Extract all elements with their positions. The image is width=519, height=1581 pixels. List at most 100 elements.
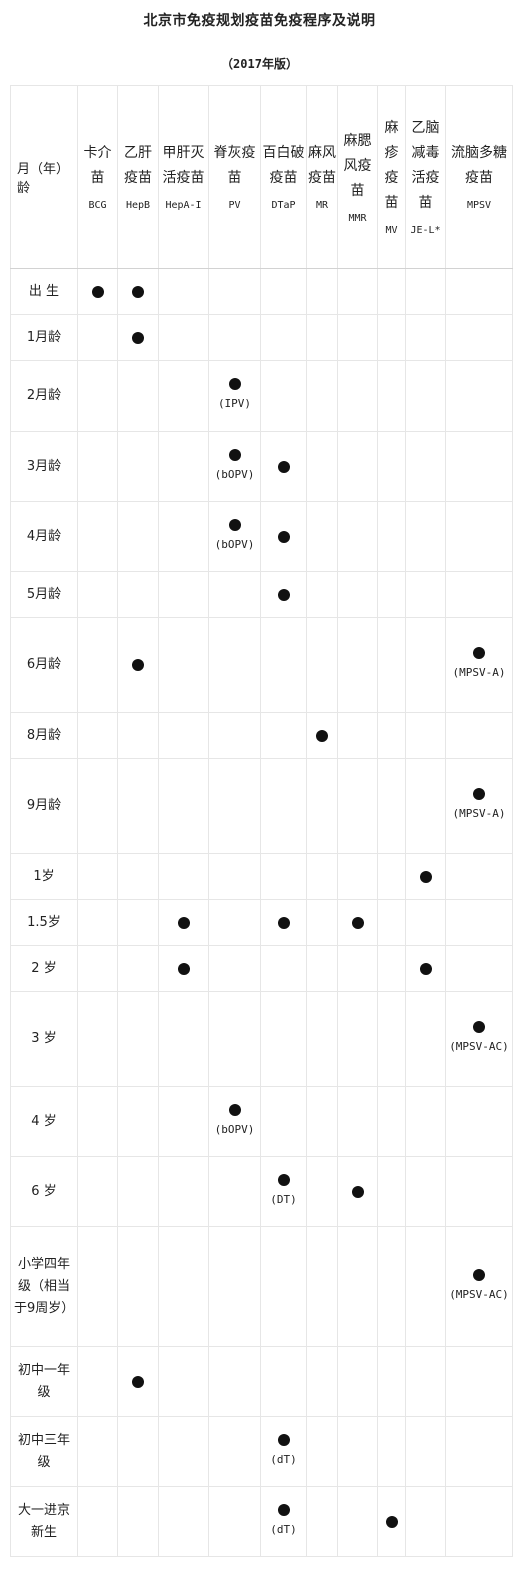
schedule-cell (260, 712, 307, 759)
schedule-cell (117, 314, 159, 361)
dose-marker-icon (277, 1503, 290, 1516)
schedule-row: 1月龄 (10, 314, 513, 361)
schedule-cell (405, 853, 446, 900)
schedule-cell (306, 617, 338, 713)
vaccine-abbr: JE-L* (410, 225, 441, 236)
dose-marker-icon (473, 788, 485, 800)
schedule-cell (337, 1156, 378, 1227)
dose-marker-icon (419, 962, 432, 975)
age-label: 1岁 (10, 853, 78, 900)
vaccine-header-mmr: 麻腮风疫苗 MMR (337, 85, 378, 269)
schedule-cell (158, 431, 209, 502)
vaccine-name: 脊灰疫苗 (213, 145, 256, 186)
page-subtitle: （2017年版） (221, 57, 298, 71)
vaccine-abbr: MR (315, 200, 329, 211)
schedule-cell (405, 1156, 446, 1227)
vaccine-abbr: PV (228, 200, 241, 211)
vaccine-header-hepa: 甲肝灭活疫苗 HepA-I (158, 85, 209, 269)
schedule-cell (405, 712, 446, 759)
dose-marker-icon (132, 285, 144, 298)
schedule-cell (306, 360, 338, 432)
schedule-cell (306, 571, 338, 618)
schedule-cell (337, 501, 378, 572)
schedule-cell (405, 1226, 446, 1347)
dose-marker-icon (277, 588, 290, 601)
schedule-cell (377, 758, 406, 854)
schedule-cell (405, 1416, 446, 1487)
schedule-cell (445, 501, 513, 572)
schedule-cell (377, 617, 406, 713)
vaccine-name: 麻疹疫苗 (384, 120, 399, 211)
age-label: 6月龄 (10, 617, 78, 713)
schedule-cell (445, 853, 513, 900)
schedule-cell (260, 431, 307, 502)
schedule-cell (405, 501, 446, 572)
schedule-cell (77, 712, 118, 759)
schedule-cell (117, 617, 159, 713)
schedule-cell (117, 360, 159, 432)
schedule-cell (337, 1226, 378, 1347)
vaccine-header-pv: 脊灰疫苗 PV (208, 85, 261, 269)
schedule-cell (337, 431, 378, 502)
schedule-cell (260, 501, 307, 572)
schedule-cell (77, 1156, 118, 1227)
schedule-cell (158, 899, 209, 946)
schedule-cell (405, 617, 446, 713)
schedule-cell (337, 758, 378, 854)
schedule-cell (158, 314, 209, 361)
age-label: 9月龄 (10, 758, 78, 854)
schedule-cell (377, 1226, 406, 1347)
schedule-cell (337, 571, 378, 618)
schedule-cell (117, 1346, 159, 1417)
age-label: 1.5岁 (10, 899, 78, 946)
schedule-cell (158, 617, 209, 713)
schedule-row: 6 岁 (DT) (10, 1156, 513, 1227)
schedule-row: 6月龄 (MPSV-A) (10, 617, 513, 713)
schedule-cell (208, 991, 261, 1087)
dose-marker-icon (419, 870, 432, 883)
schedule-row: 9月龄 (MPSV-A) (10, 758, 513, 854)
vaccine-header-mr: 麻风疫苗 MR (306, 85, 338, 269)
schedule-cell (158, 1346, 209, 1417)
vaccine-header-je: 乙脑减毒活疫苗 JE-L* (405, 85, 446, 269)
vaccine-abbr: HepB (125, 200, 151, 211)
schedule-row: 3月龄 (bOPV) (10, 431, 513, 502)
schedule-cell: (DT) (260, 1156, 307, 1227)
vaccine-name: 乙脑减毒活疫苗 (411, 120, 440, 211)
schedule-row: 2 岁 (10, 945, 513, 992)
schedule-cell (117, 945, 159, 992)
schedule-row: 大一进京新生 (dT) (10, 1486, 513, 1557)
age-label: 大一进京新生 (10, 1486, 78, 1557)
vaccine-header-mpsv: 流脑多糖疫苗 MPSV (445, 85, 513, 269)
dose-note: (bOPV) (214, 537, 255, 551)
schedule-cell (306, 1086, 338, 1157)
schedule-cell (377, 1086, 406, 1157)
schedule-cell (208, 1156, 261, 1227)
schedule-cell (405, 360, 446, 432)
schedule-cell (377, 571, 406, 618)
schedule-cell (337, 360, 378, 432)
schedule-cell (158, 945, 209, 992)
schedule-cell (306, 1346, 338, 1417)
schedule-cell (405, 268, 446, 315)
dose-marker-icon (228, 448, 241, 461)
vaccine-abbr: HepA-I (165, 200, 202, 211)
schedule-cell: (bOPV) (208, 501, 261, 572)
schedule-row: 1岁 (10, 853, 513, 900)
schedule-cell (405, 1346, 446, 1417)
dose-note: (bOPV) (214, 467, 255, 481)
schedule-row: 8月龄 (10, 712, 513, 759)
age-label: 5月龄 (10, 571, 78, 618)
schedule-cell (377, 1346, 406, 1417)
schedule-cell (77, 431, 118, 502)
schedule-cell (208, 712, 261, 759)
schedule-cell (208, 314, 261, 361)
schedule-cell (377, 314, 406, 361)
schedule-cell (117, 712, 159, 759)
dose-note: (MPSV-A) (452, 807, 506, 820)
schedule-cell (260, 617, 307, 713)
dose-marker-icon (473, 1021, 485, 1033)
schedule-row: 3 岁 (MPSV-AC) (10, 991, 513, 1087)
dose-note: (bOPV) (214, 1122, 255, 1136)
schedule-cell (445, 712, 513, 759)
